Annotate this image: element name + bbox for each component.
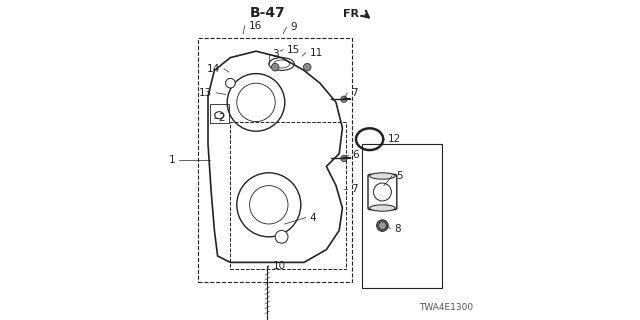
Text: TWA4E1300: TWA4E1300 [419,303,474,312]
Text: 11: 11 [310,48,323,58]
Text: 5: 5 [396,171,403,181]
Text: 7: 7 [351,184,358,194]
Circle shape [271,63,279,71]
Text: 10: 10 [273,260,286,271]
Circle shape [275,230,288,243]
Ellipse shape [370,205,396,211]
Text: 12: 12 [388,134,401,144]
Circle shape [341,155,347,162]
Text: 16: 16 [249,20,262,31]
Text: 7: 7 [351,88,358,98]
Circle shape [376,220,388,231]
Text: 4: 4 [310,212,316,223]
Circle shape [341,96,347,102]
Text: 8: 8 [394,224,401,234]
Text: 2: 2 [218,113,225,124]
Text: 6: 6 [353,150,359,160]
Circle shape [379,222,386,229]
Text: B-47: B-47 [250,6,285,20]
Text: 9: 9 [291,22,297,32]
Circle shape [226,78,236,88]
Text: 1: 1 [169,155,175,165]
Text: 15: 15 [287,44,300,55]
Text: FR.: FR. [342,9,364,20]
Text: 14: 14 [207,64,220,74]
Text: 13: 13 [199,88,212,98]
Text: 3: 3 [273,49,279,60]
Circle shape [303,63,311,71]
Ellipse shape [370,173,396,179]
